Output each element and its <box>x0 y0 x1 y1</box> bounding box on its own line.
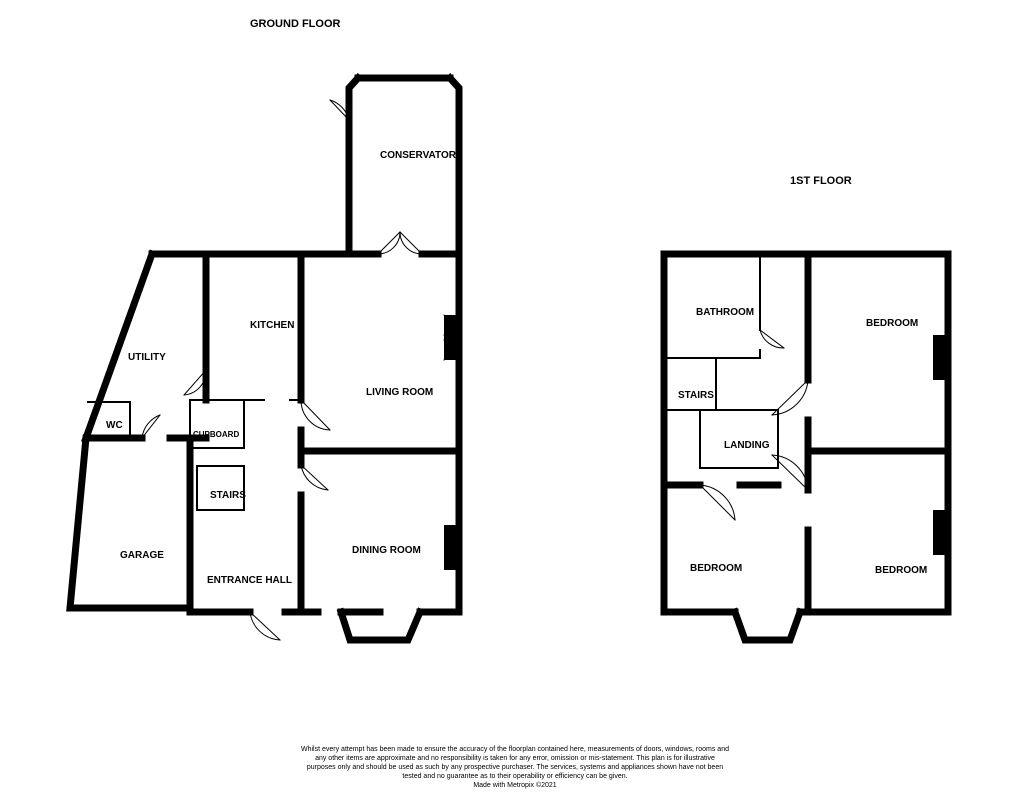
room-conservatory: CONSERVATORY <box>380 150 462 161</box>
disclaimer-block: Whilst every attempt has been made to en… <box>300 745 730 790</box>
room-landing: LANDING <box>724 440 770 451</box>
title-ground: GROUND FLOOR <box>250 18 340 30</box>
room-living: LIVING ROOM <box>366 387 433 398</box>
room-bedroom-1: BEDROOM <box>866 318 918 329</box>
room-kitchen: KITCHEN <box>250 320 294 331</box>
room-wc: WC <box>106 420 123 431</box>
title-first: 1ST FLOOR <box>790 175 852 187</box>
room-cupboard: CUPBOARD <box>193 430 239 439</box>
room-garage: GARAGE <box>120 550 164 561</box>
disclaimer-text: Whilst every attempt has been made to en… <box>301 746 729 780</box>
room-stairs-ground: STAIRS <box>210 490 246 501</box>
room-stairs-first: STAIRS <box>678 390 714 401</box>
room-entrance: ENTRANCE HALL <box>207 575 292 586</box>
room-utility: UTILITY <box>128 352 166 363</box>
floorplan-svg <box>0 0 1020 808</box>
room-dining: DINING ROOM <box>352 545 421 556</box>
room-bathroom: BATHROOM <box>696 307 754 318</box>
room-bedroom-3: BEDROOM <box>875 565 927 576</box>
credit-text: Made with Metropix ©2021 <box>473 782 556 789</box>
room-bedroom-2: BEDROOM <box>690 563 742 574</box>
